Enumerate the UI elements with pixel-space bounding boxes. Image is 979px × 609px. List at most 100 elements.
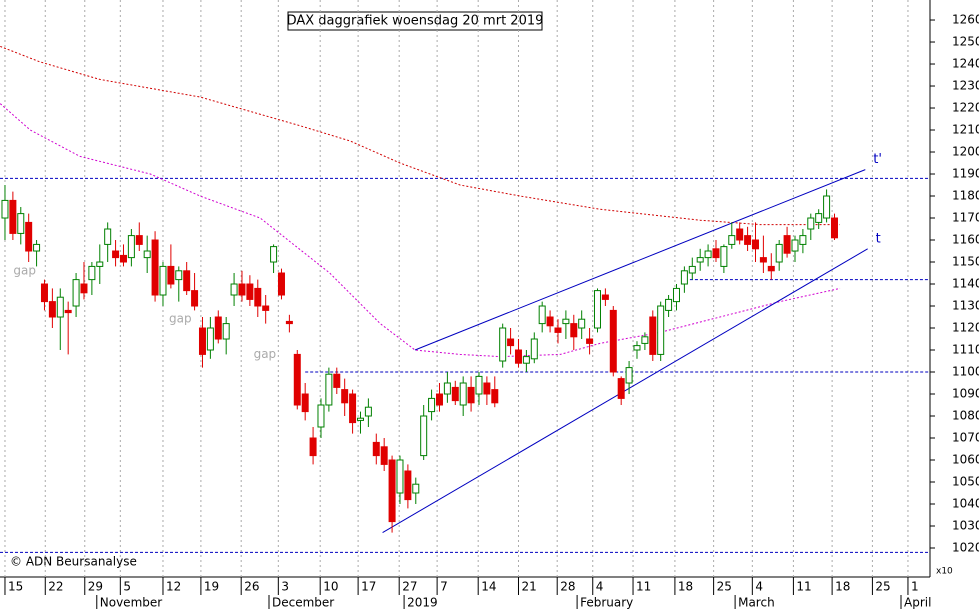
month-label: December	[272, 596, 334, 609]
candle-body	[696, 257, 704, 263]
x-tick-label: 26	[244, 580, 259, 594]
candle-body	[736, 228, 744, 241]
candle-body	[388, 459, 396, 523]
candle-body	[428, 397, 436, 413]
candle-body	[467, 386, 475, 404]
y-tick-label: 1200	[952, 145, 979, 159]
x-tick-label: 11	[796, 580, 811, 594]
candle-body	[830, 217, 838, 239]
candle-body	[759, 257, 767, 263]
candle-body	[9, 199, 17, 234]
candle-body	[17, 213, 25, 234]
x-tick-label: 22	[48, 580, 63, 594]
y-tick-label: 1130	[952, 299, 979, 313]
candle-body	[96, 261, 104, 267]
candle-body	[48, 301, 56, 318]
y-tick-label: 1250	[952, 35, 979, 49]
credit: © ADN Beursanalyse	[10, 555, 137, 569]
x-tick-label: 17	[361, 580, 376, 594]
y-tick-label: 1140	[952, 277, 979, 291]
candle-body	[159, 265, 167, 296]
x-tick-label: 11	[636, 580, 651, 594]
candle-body	[554, 327, 562, 333]
y-tick-label: 1100	[952, 365, 979, 379]
y-tick-label: 1030	[952, 519, 979, 533]
moving-average	[0, 103, 841, 358]
month-label: November	[100, 596, 162, 609]
candle-body	[198, 327, 206, 355]
candle-body	[443, 382, 451, 395]
candle-body	[483, 382, 491, 395]
candle-body	[546, 316, 554, 327]
x-tick-label: 25	[875, 580, 890, 594]
candle-body	[507, 338, 515, 347]
x-tick-label: 12	[166, 580, 181, 594]
candle-body	[459, 382, 467, 406]
y-tick-label: 1230	[952, 79, 979, 93]
candle-body	[262, 305, 270, 311]
x-tick-label: 18	[835, 580, 850, 594]
candle-body	[183, 270, 191, 292]
candle-body	[720, 246, 728, 267]
candle-body	[112, 250, 120, 259]
y-tick-label: 1050	[952, 475, 979, 489]
y-tick-label: 1210	[952, 123, 979, 137]
candle-body	[356, 417, 364, 421]
month-label: March	[738, 596, 775, 609]
y-tick-label: 1110	[952, 343, 979, 357]
x-tick-label: 18	[678, 580, 693, 594]
candle-body	[56, 296, 64, 318]
candle-body	[491, 389, 499, 404]
candle-body	[665, 298, 673, 311]
candle-body	[222, 323, 230, 340]
candle-body	[230, 283, 238, 296]
candle-body	[349, 393, 357, 424]
candle-body	[767, 265, 775, 272]
candle-body	[127, 235, 135, 259]
candle-body	[151, 239, 159, 296]
multiplier-label: x10	[936, 567, 953, 577]
candle-body	[775, 243, 783, 263]
y-tick-label: 1170	[952, 211, 979, 225]
y-tick-label: 1070	[952, 431, 979, 445]
candle-body	[601, 294, 609, 300]
candle-body	[325, 373, 333, 406]
candle-body	[791, 239, 799, 252]
candle-body	[404, 470, 412, 501]
candle-body	[33, 243, 41, 252]
month-label: April	[904, 596, 931, 609]
candle-body	[617, 378, 625, 399]
x-tick-label: 4	[755, 580, 763, 594]
candle-body	[514, 349, 522, 364]
gap-label: gap	[169, 312, 192, 326]
candle-body	[119, 254, 127, 263]
candle-body	[586, 338, 594, 344]
candle-body	[451, 386, 459, 402]
candle-body	[317, 404, 325, 428]
candle-body	[293, 353, 301, 406]
x-tick-label: 1	[911, 580, 919, 594]
y-tick-label: 1240	[952, 57, 979, 71]
candle-body	[680, 270, 688, 285]
candle-body	[799, 235, 807, 245]
candle-body	[380, 446, 388, 465]
candle-body	[40, 283, 48, 303]
candle-body	[80, 283, 88, 294]
y-tick-label: 1260	[952, 13, 979, 27]
candle-body	[72, 279, 80, 307]
candle-body	[499, 327, 507, 362]
candle-body	[475, 375, 483, 395]
x-tick-label: 15	[8, 580, 23, 594]
gap-label: gap	[254, 347, 277, 361]
candle-body	[609, 309, 617, 373]
y-tick-label: 1060	[952, 453, 979, 467]
candle-body	[751, 239, 759, 250]
x-tick-label: 3	[281, 580, 289, 594]
y-tick-label: 1090	[952, 387, 979, 401]
candle-body	[364, 406, 372, 417]
candle-body	[823, 195, 831, 219]
candle-body	[372, 441, 380, 457]
candle-body	[649, 316, 657, 355]
y-tick-label: 1160	[952, 233, 979, 247]
